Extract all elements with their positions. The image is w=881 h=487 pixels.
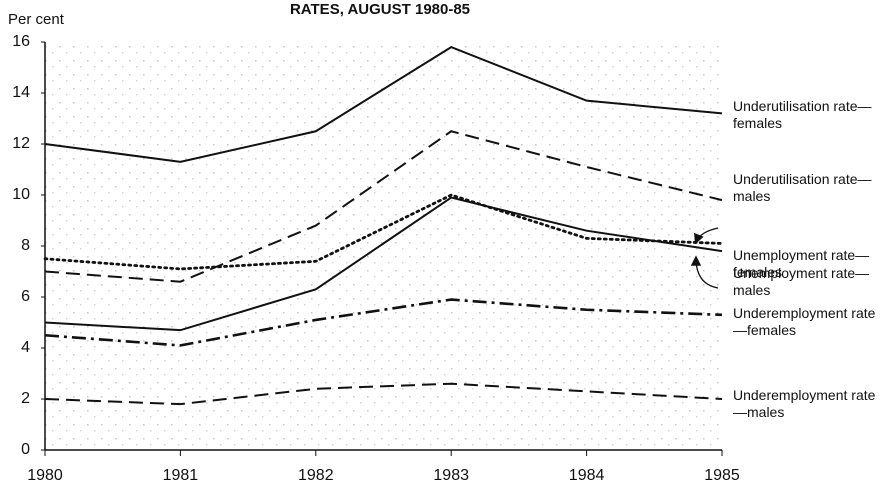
y-tick-label: 0: [21, 441, 30, 458]
plot-background: [45, 42, 722, 450]
series-line: [44, 130, 723, 283]
x-tick-label: 1982: [298, 467, 334, 484]
series-label: Underemployment rate—females: [733, 305, 876, 338]
arrow: [694, 227, 719, 245]
series-label: Underemployment rate—males: [733, 387, 876, 420]
series-line: [44, 382, 723, 406]
y-tick-label: 8: [21, 237, 30, 254]
x-tick-label: 1984: [569, 467, 605, 484]
x-tick-label: 1985: [704, 467, 740, 484]
x-tick-label: 1983: [433, 467, 469, 484]
series-label: Unemployment rate—females: [733, 247, 870, 280]
series-line: [44, 45, 723, 163]
x-tick-label: 1981: [163, 467, 199, 484]
y-tick-label: 12: [12, 135, 30, 152]
series-line: [44, 298, 723, 347]
arrow: [690, 255, 719, 289]
series-line: [43, 193, 724, 271]
y-axis-label: Per cent: [8, 11, 65, 28]
series-label: Unemployment rate—males: [733, 265, 870, 298]
y-tick-label: 14: [12, 84, 30, 101]
y-tick-label: 4: [21, 339, 30, 356]
x-tick-label: 1980: [27, 467, 63, 484]
series-label: Underutilisation rate—females: [733, 98, 872, 131]
y-tick-label: 6: [21, 288, 30, 305]
y-tick-label: 16: [12, 33, 30, 50]
series-label: Underutilisation rate—males: [733, 171, 872, 204]
chart-title: RATES, AUGUST 1980-85: [290, 1, 470, 18]
y-tick-label: 10: [12, 186, 30, 203]
y-tick-label: 2: [21, 390, 30, 407]
series-line: [44, 196, 723, 332]
